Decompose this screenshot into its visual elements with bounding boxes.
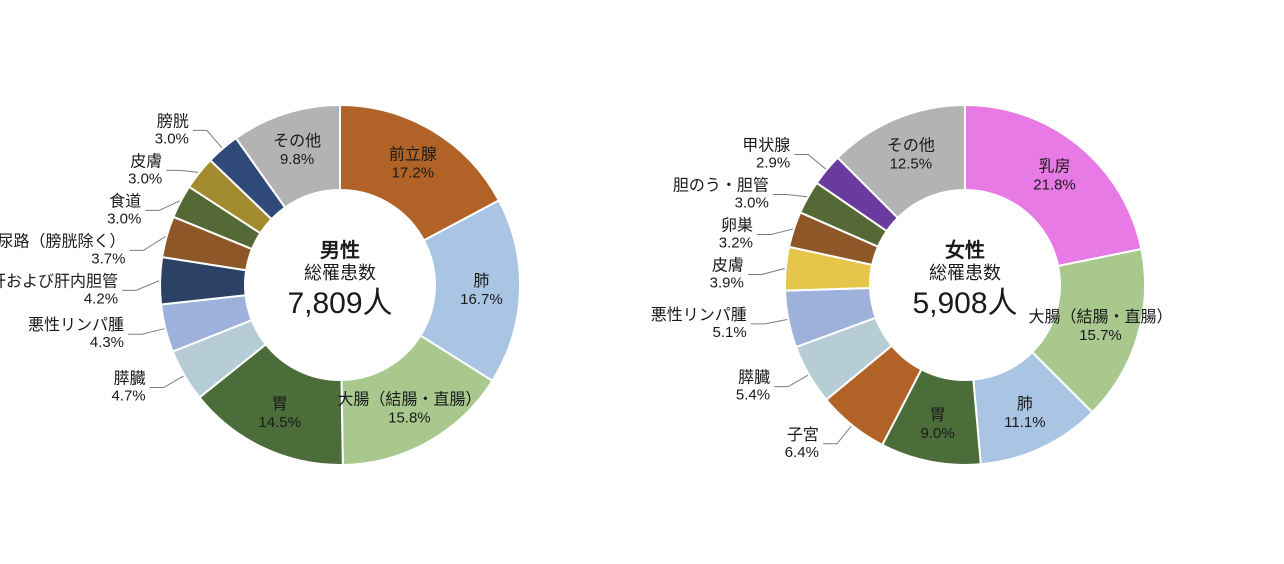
center-text: 男性総罹患数 7,809人 <box>287 239 392 320</box>
leader-line <box>794 154 826 169</box>
slice-label-name: 膵臓 <box>738 369 770 387</box>
donut-chart-female: 乳房21.8% 大腸（結腸・直腸）15.7% 肺11.1% 胃9.0% その他12.5%… <box>651 105 1173 465</box>
slice-label-pct: 3.0% <box>128 170 162 187</box>
center-title: 女性 <box>945 238 985 262</box>
slice-label-name: 子宮 <box>787 426 819 444</box>
slice-label-name: 胆のう・胆管 <box>673 176 769 194</box>
slice-label-pct: 4.7% <box>111 388 145 405</box>
leader-line <box>748 269 785 275</box>
leader-line <box>774 375 808 386</box>
leader-line <box>757 229 793 234</box>
slice-label-name: 皮膚 <box>712 256 744 274</box>
slice-label-pct: 17.2% <box>392 165 435 182</box>
slice-label-name: 肺 <box>473 272 489 290</box>
center-title: 男性 <box>320 239 360 262</box>
slice-label-name: 乳房 <box>1039 157 1071 175</box>
slice-label-pct: 5.1% <box>713 324 747 341</box>
slice-label-pct: 3.7% <box>91 250 125 267</box>
slice-label-pct: 6.4% <box>785 444 819 461</box>
center-value: 5,908人 <box>912 287 1017 320</box>
slice-label-pct: 4.3% <box>90 334 124 351</box>
slice-label-pct: 5.4% <box>736 387 770 404</box>
slice-label-name: 腎・尿路（膀胱除く） <box>0 232 126 250</box>
donut-charts-svg: 前立腺17.2%肺16.7%大腸（結腸・直腸）15.8%胃14.5%その他9.8… <box>0 0 1284 564</box>
leader-line <box>145 201 179 210</box>
slice-label-name: 悪性リンパ腫 <box>28 316 124 334</box>
slice-label-name: 膵臓 <box>114 370 146 388</box>
slice-label-pct: 15.7% <box>1079 327 1122 344</box>
leader-line <box>166 170 198 172</box>
leader-line <box>193 130 222 147</box>
slice-label-pct: 14.5% <box>258 414 301 431</box>
slice-label-name: 卵巣 <box>721 216 753 234</box>
slice-label-name: 大腸（結腸・直腸） <box>337 390 481 408</box>
slice-label-name: 前立腺 <box>389 146 437 164</box>
slice-label-name: その他 <box>887 136 935 154</box>
slice-label-pct: 2.9% <box>756 154 790 171</box>
slice-label-name: 甲状腺 <box>742 136 790 154</box>
slice-label-pct: 15.8% <box>388 409 431 426</box>
leader-line <box>823 426 851 444</box>
slice-label-name: 悪性リンパ腫 <box>651 306 747 324</box>
slice-label-pct: 3.9% <box>710 274 744 291</box>
leader-line <box>773 194 807 196</box>
leader-line <box>150 376 184 388</box>
slice-label-name: 大腸（結腸・直腸） <box>1028 308 1172 326</box>
slice-label-pct: 9.0% <box>921 425 955 442</box>
center-subtitle: 総罹患数 <box>929 263 1001 283</box>
slice-label-name: 膀胱 <box>157 112 189 130</box>
slice-label-pct: 11.1% <box>1004 414 1045 431</box>
slice-label-pct: 3.0% <box>735 194 769 211</box>
leader-line <box>751 319 788 323</box>
slice-label-pct: 3.0% <box>107 210 141 227</box>
center-subtitle: 総罹患数 <box>304 263 376 283</box>
center-value: 7,809人 <box>287 287 392 320</box>
leader-line <box>130 236 166 250</box>
slice-label-name: 肝および肝内胆管 <box>0 272 118 290</box>
charts-container: 前立腺17.2%肺16.7%大腸（結腸・直腸）15.8%胃14.5%その他9.8… <box>0 0 1284 564</box>
leader-line <box>128 329 164 335</box>
slice-label-name: 胃 <box>930 407 946 424</box>
slice-label-pct: 21.8% <box>1033 176 1076 193</box>
slice-label-pct: 9.8% <box>280 151 314 168</box>
slice-label-name: 肺 <box>1017 395 1033 413</box>
slice-label-name: 皮膚 <box>130 152 162 170</box>
slice-label-name: その他 <box>273 132 321 150</box>
slice-label-name: 食道 <box>109 192 141 210</box>
slice-label-pct: 4.2% <box>84 290 118 307</box>
slice-label-name: 胃 <box>272 396 288 413</box>
center-text: 女性総罹患数 5,908人 <box>912 238 1017 320</box>
leader-line <box>122 281 159 291</box>
slice-label-pct: 16.7% <box>460 291 503 308</box>
slice-label-pct: 3.0% <box>155 130 189 147</box>
slice-label-pct: 3.2% <box>719 234 753 251</box>
slice-label-pct: 12.5% <box>890 155 933 172</box>
donut-chart-male: 前立腺17.2% 肺16.7% 大腸（結腸・直腸）15.8% 胃14.5% その他9.8… <box>0 105 520 465</box>
